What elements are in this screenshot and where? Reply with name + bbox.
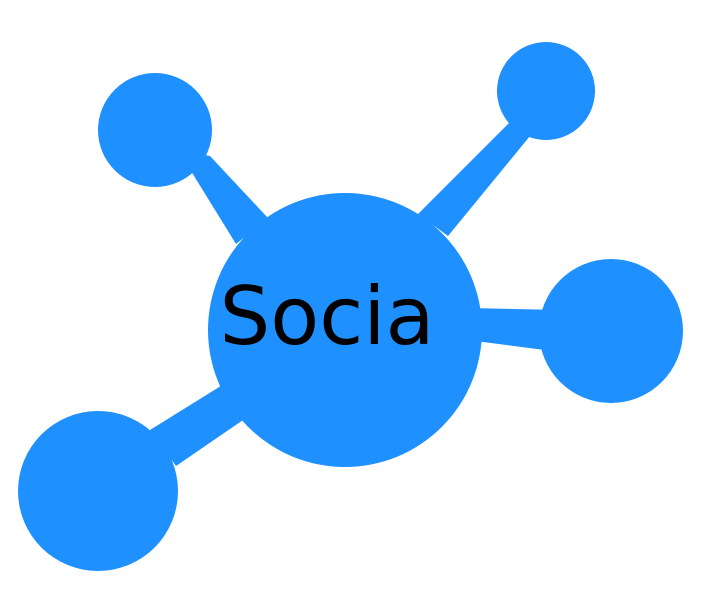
node-top-left <box>98 73 212 187</box>
node-bottom-left <box>18 411 178 571</box>
connector-right <box>468 308 560 352</box>
connector-top-right <box>418 118 530 236</box>
node-right <box>539 259 683 403</box>
logo-text: Socia <box>220 270 435 363</box>
connector-bottom-left <box>150 384 246 466</box>
node-center <box>208 193 482 467</box>
connector-top-left <box>178 150 268 244</box>
node-top-right <box>497 42 595 140</box>
